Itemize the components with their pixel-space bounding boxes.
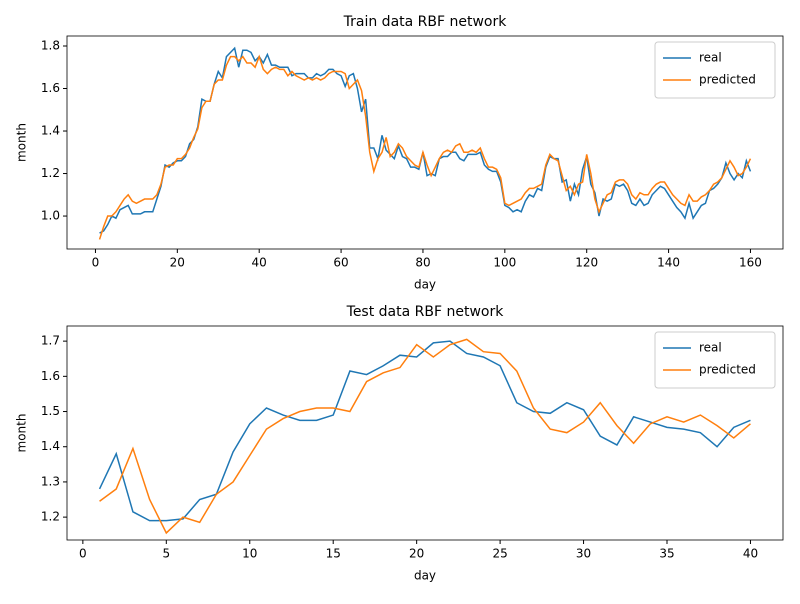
chart-title: Train data RBF network bbox=[343, 14, 508, 30]
x-tick-label: 30 bbox=[576, 547, 591, 561]
x-tick-label: 140 bbox=[657, 256, 680, 270]
data-line bbox=[98, 54, 752, 240]
x-tick-label: 20 bbox=[170, 256, 185, 270]
x-tick-label: 40 bbox=[252, 256, 267, 270]
chart-title: Test data RBF network bbox=[346, 304, 505, 320]
x-tick-label: 20 bbox=[409, 547, 424, 561]
x-tick-label: 5 bbox=[162, 547, 170, 561]
y-tick-label: 1.8 bbox=[41, 38, 60, 52]
legend-label: real bbox=[699, 51, 722, 65]
y-axis-label: month bbox=[15, 414, 29, 453]
x-tick-label: 60 bbox=[333, 256, 348, 270]
x-tick-label: 120 bbox=[575, 256, 598, 270]
x-tick-label: 35 bbox=[659, 547, 674, 561]
x-tick-label: 0 bbox=[79, 547, 87, 561]
x-axis-label: day bbox=[414, 278, 436, 292]
y-tick-label: 1.3 bbox=[41, 474, 60, 488]
y-tick-label: 1.4 bbox=[41, 439, 60, 453]
axes-frame bbox=[66, 35, 784, 250]
legend-box bbox=[654, 41, 776, 99]
y-tick-label: 1.6 bbox=[41, 81, 60, 95]
x-tick-label: 10 bbox=[242, 547, 257, 561]
legend-box bbox=[654, 331, 776, 389]
y-tick-label: 1.2 bbox=[41, 510, 60, 524]
x-tick-label: 40 bbox=[743, 547, 758, 561]
y-tick-label: 1.5 bbox=[41, 404, 60, 418]
data-line bbox=[99, 338, 751, 535]
legend-label: real bbox=[699, 341, 722, 355]
legend-label: predicted bbox=[699, 363, 756, 377]
axes-frame bbox=[66, 325, 784, 541]
x-tick-label: 80 bbox=[415, 256, 430, 270]
x-tick-label: 100 bbox=[493, 256, 516, 270]
data-line bbox=[98, 340, 751, 522]
legend-label: predicted bbox=[699, 73, 756, 87]
y-tick-label: 1.4 bbox=[41, 124, 60, 138]
x-axis-label: day bbox=[414, 569, 436, 583]
x-tick-label: 15 bbox=[326, 547, 341, 561]
y-tick-label: 1.2 bbox=[41, 166, 60, 180]
y-tick-label: 1.7 bbox=[41, 334, 60, 348]
data-line bbox=[99, 46, 752, 234]
y-axis-label: month bbox=[15, 123, 29, 162]
y-tick-label: 1.6 bbox=[41, 369, 60, 383]
y-tick-label: 1.0 bbox=[41, 209, 60, 223]
x-tick-label: 160 bbox=[739, 256, 762, 270]
x-tick-label: 25 bbox=[492, 547, 507, 561]
x-tick-label: 0 bbox=[92, 256, 100, 270]
